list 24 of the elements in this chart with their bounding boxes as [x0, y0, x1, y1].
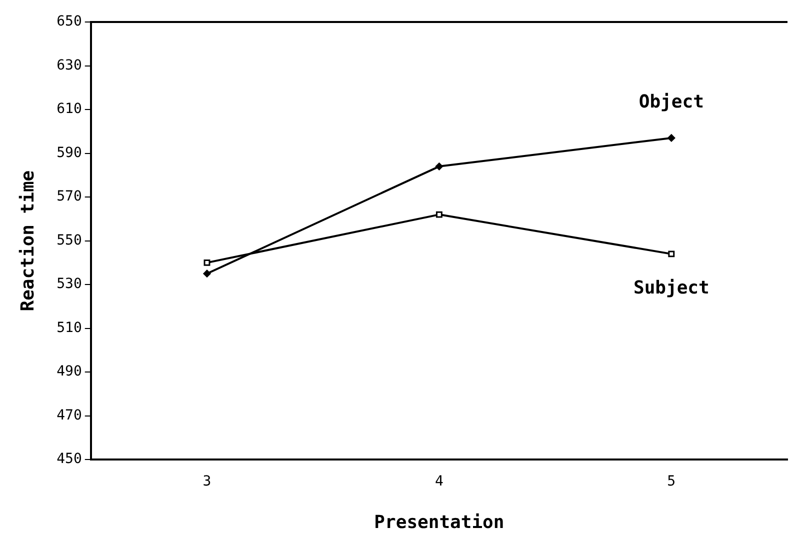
y-tick-label: 510	[56, 320, 82, 336]
x-tick-label: 4	[434, 474, 444, 490]
point	[204, 259, 210, 266]
y-tick-label: 630	[56, 57, 82, 74]
y-tick-label: 490	[56, 364, 82, 380]
y-tick-label: 650	[56, 14, 82, 30]
x-tick-label: 5	[667, 474, 676, 490]
series-label: Subject	[633, 278, 710, 299]
y-tick-label: 450	[56, 451, 82, 468]
y-tick-label: 470	[56, 407, 82, 424]
y-tick-label: 570	[56, 188, 82, 205]
series-label: Object	[638, 92, 704, 113]
y-axis-title: Reaction time	[17, 170, 38, 312]
point	[668, 250, 675, 258]
x-axis-title: Presentation	[374, 512, 504, 533]
y-tick-label: 550	[56, 232, 82, 248]
x-tick-label: 3	[202, 474, 212, 490]
y-tick-label: 530	[56, 276, 82, 292]
point	[203, 270, 211, 278]
point	[435, 162, 443, 170]
point	[436, 211, 442, 218]
y-tick-label: 610	[56, 101, 82, 118]
point	[668, 134, 676, 142]
y-tick-label: 590	[56, 144, 82, 161]
